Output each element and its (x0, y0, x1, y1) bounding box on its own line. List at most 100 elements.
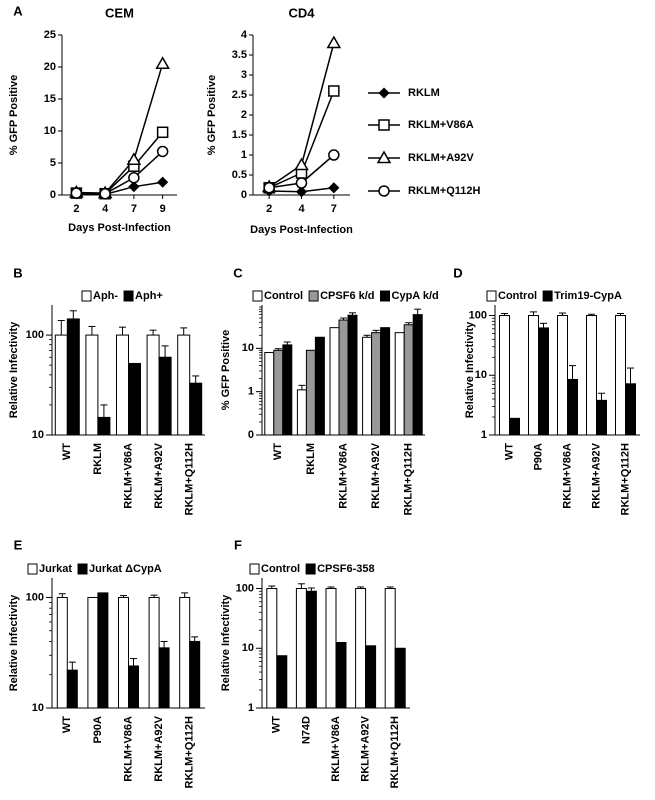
legend-label: Control (261, 563, 300, 575)
data-point (295, 177, 308, 189)
bar (128, 665, 139, 709)
legend-swatch (252, 290, 263, 302)
category-label: RKLM+V86A (337, 443, 349, 509)
legend-swatch (305, 563, 316, 575)
bar (329, 327, 340, 436)
y-tick-label: 10 (32, 429, 44, 441)
bar (177, 334, 191, 436)
legend-swatch (81, 290, 92, 302)
bar (499, 315, 510, 436)
legend-label: CPSF6-358 (317, 563, 374, 575)
bar (384, 588, 396, 709)
y-axis-label: Relative Infectivity (220, 594, 232, 691)
legend-label: Aph+ (135, 290, 163, 302)
panel-letter: D (453, 265, 462, 280)
bar (295, 588, 307, 709)
y-axis-label: % GFP Positive (220, 330, 232, 411)
legend-marker (378, 185, 390, 197)
series-line (76, 150, 164, 195)
bar (282, 344, 293, 436)
legend-swatch (542, 290, 553, 302)
category-label: RKLM+Q112H (619, 443, 631, 515)
bar (54, 334, 68, 436)
legend-label: Trim19-CypA (554, 290, 622, 302)
bar (87, 596, 99, 709)
category-label: RKLM (92, 443, 104, 475)
y-tick-label: 1 (248, 702, 254, 714)
legend-label: Control (498, 290, 537, 302)
legend-label: Aph- (93, 290, 118, 302)
x-tick-label: 4 (102, 203, 109, 215)
y-axis-label: Relative Infectivity (8, 594, 20, 691)
bar (394, 332, 405, 436)
category-label: RKLM+V86A (561, 443, 573, 509)
legend-label: Jurkat ΔCypA (89, 563, 162, 575)
y-axis-label: Relative Infectivity (8, 321, 20, 418)
bar (325, 588, 337, 709)
legend-swatch (77, 563, 88, 575)
bar (335, 641, 347, 709)
x-tick-label: 4 (298, 203, 305, 215)
y-tick-label: 10 (44, 125, 56, 137)
bar (412, 314, 423, 436)
legend-swatch (486, 290, 497, 302)
bar (97, 416, 111, 436)
y-tick-label: 3 (241, 69, 247, 81)
legend-label: CPSF6 k/d (320, 290, 374, 302)
y-tick-label: 0 (241, 189, 247, 201)
x-axis-label: Days Post-Infection (68, 222, 171, 234)
data-point (156, 145, 169, 158)
y-tick-label: 2.5 (232, 89, 247, 101)
bar (586, 315, 597, 436)
category-label: N74D (300, 716, 312, 744)
category-label: WT (61, 716, 73, 733)
category-label: RKLM+Q112H (403, 443, 415, 515)
bar (347, 314, 358, 436)
legend-label: RKLM+V86A (408, 119, 474, 131)
legend-label: RKLM+Q112H (408, 185, 480, 197)
x-tick-label: 7 (131, 203, 137, 215)
legend-swatch (27, 563, 38, 575)
category-label: RKLM+V86A (330, 716, 342, 782)
y-tick-label: 4 (241, 29, 248, 41)
y-tick-label: 10 (475, 369, 487, 381)
category-label: RKLM (305, 443, 317, 475)
category-label: WT (271, 716, 283, 733)
bar (557, 315, 568, 436)
data-point (328, 85, 340, 97)
category-label: WT (61, 443, 73, 460)
data-point (156, 126, 169, 139)
category-label: RKLM+V86A (122, 443, 134, 509)
category-label: WT (272, 443, 284, 460)
y-tick-label: 1 (241, 149, 247, 161)
bar (625, 383, 636, 436)
bar (528, 315, 539, 436)
x-axis-label: Days Post-Infection (250, 224, 353, 236)
bar (189, 640, 201, 709)
data-point (70, 187, 83, 199)
category-label: RKLM+Q112H (184, 443, 196, 515)
data-point (295, 186, 308, 198)
y-tick-label: 100 (469, 309, 487, 321)
bar (380, 327, 391, 436)
bar (305, 590, 317, 709)
category-label: RKLM+Q112H (184, 716, 196, 788)
legend-marker (378, 87, 390, 99)
bar (509, 417, 520, 436)
bar (66, 318, 80, 436)
y-tick-label: 100 (26, 329, 44, 341)
data-point (157, 176, 169, 188)
legend-swatch (380, 290, 391, 302)
data-point (128, 171, 140, 184)
data-point (155, 56, 170, 70)
bar (264, 352, 275, 436)
category-label: RKLM+A92V (153, 715, 165, 781)
data-point (263, 182, 275, 194)
y-tick-label: 1 (248, 386, 254, 398)
panel-letter: B (13, 265, 22, 280)
bar (97, 592, 109, 709)
bar (116, 334, 129, 436)
bar (371, 332, 382, 436)
x-tick-label: 2 (73, 203, 79, 215)
